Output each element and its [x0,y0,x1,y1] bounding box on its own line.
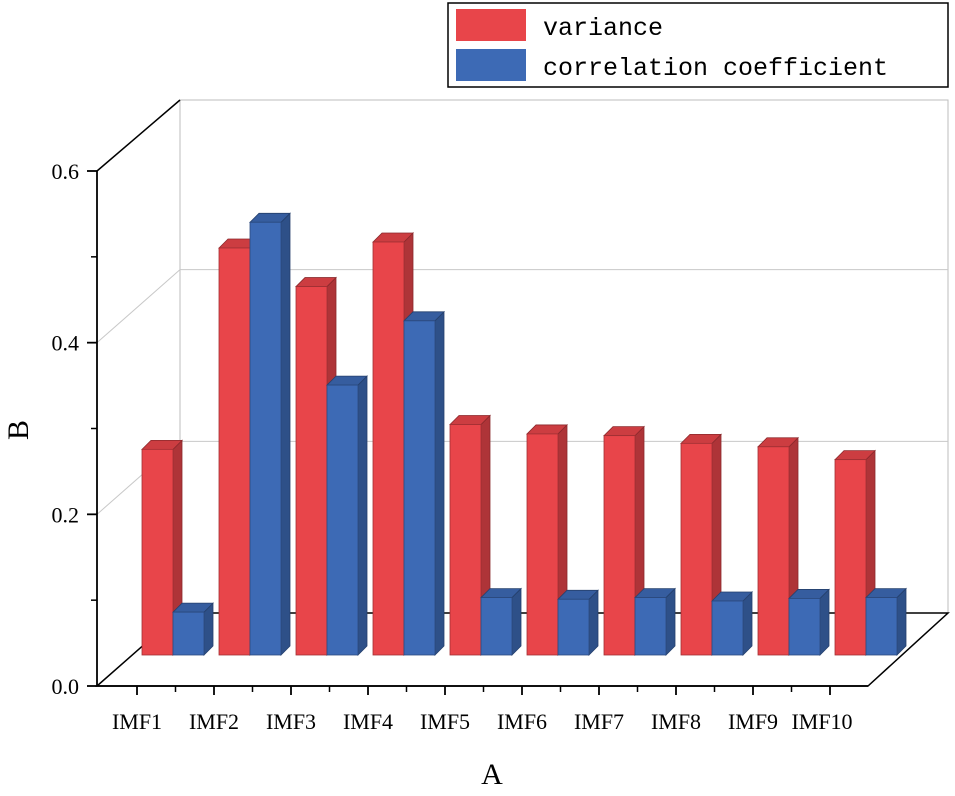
bar-front [634,597,667,656]
x-axis-title: A [481,758,503,791]
y-axis-title: B [2,420,35,440]
x-tick-label-6: IMF7 [574,709,624,734]
bar-IMF7-correlation [634,587,676,656]
bar-side [588,589,599,656]
legend-swatch-variance [456,9,526,41]
bar-IMF10-correlation [865,587,907,656]
tick-labels: 0.0 0.2 0.4 0.6 IMF1 IMF2 IMF3 IMF4 IMF5 IMF6 IMF7… [52,159,853,734]
bar-side [819,588,830,656]
bar-side [896,587,907,656]
x-tick-label-0: IMF1 [112,709,162,734]
bar-side [434,310,445,656]
legend: variance correlation coefficient [447,2,949,88]
bar-IMF3-correlation [326,375,368,656]
x-tick-label-3: IMF4 [343,709,393,734]
bar-side [665,587,676,656]
legend-label-correlation: correlation coefficient [543,54,888,83]
bar-front [557,598,590,656]
bar-IMF9-correlation [788,588,830,656]
bar-front [449,424,482,656]
bar-side [742,591,753,656]
bar-front [865,597,898,656]
bar-front [711,600,744,656]
bar-front [218,247,251,656]
bar-IMF8-correlation [711,591,753,656]
bar-front [372,241,405,656]
bar-side [357,375,368,656]
bar-IMF5-correlation [480,587,522,656]
bar-IMF8-variance [680,433,722,656]
bar-front [526,433,559,656]
side-wall-top-edge [96,99,181,172]
x-tick-label-7: IMF8 [651,709,701,734]
bar-IMF10-variance [834,449,876,656]
bar-IMF4-correlation [403,310,445,656]
bar-IMF1-correlation [172,602,214,656]
y-tick-label-2: 0.4 [52,331,80,356]
bar-IMF2-correlation [249,212,291,656]
bar-front [680,442,713,656]
y-tick-label-3: 0.6 [52,159,80,184]
bar-front [834,459,867,656]
bar-front [788,598,821,656]
bar-front [295,286,328,656]
x-tick-label-8: IMF9 [728,709,778,734]
bar-side [280,212,291,656]
bar-front [603,435,636,656]
bar-front [326,384,359,656]
bar-front [249,221,282,656]
bar-front [480,597,513,656]
bar-front [757,446,790,656]
x-tick-label-1: IMF2 [189,709,239,734]
y-tick-label-0: 0.0 [52,674,80,699]
axes [87,170,868,695]
bar-front [172,611,205,656]
legend-box [447,2,949,88]
x-tick-label-9: IMF10 [791,709,852,734]
bar-IMF7-variance [603,425,645,656]
x-tick-label-4: IMF5 [420,709,470,734]
x-tick-label-5: IMF6 [497,709,547,734]
legend-swatch-correlation [456,49,526,81]
y-tick-label-1: 0.2 [52,502,80,527]
bar-front [141,448,174,656]
bar-IMF1-variance [141,439,183,656]
bars [141,212,907,656]
bar-IMF6-correlation [557,589,599,656]
back-wall-frame [179,99,949,613]
legend-label-variance: variance [543,14,663,43]
grid-line-side-1 [96,269,181,344]
x-tick-label-2: IMF3 [266,709,316,734]
bar-side [511,587,522,656]
bar-front [403,320,436,656]
